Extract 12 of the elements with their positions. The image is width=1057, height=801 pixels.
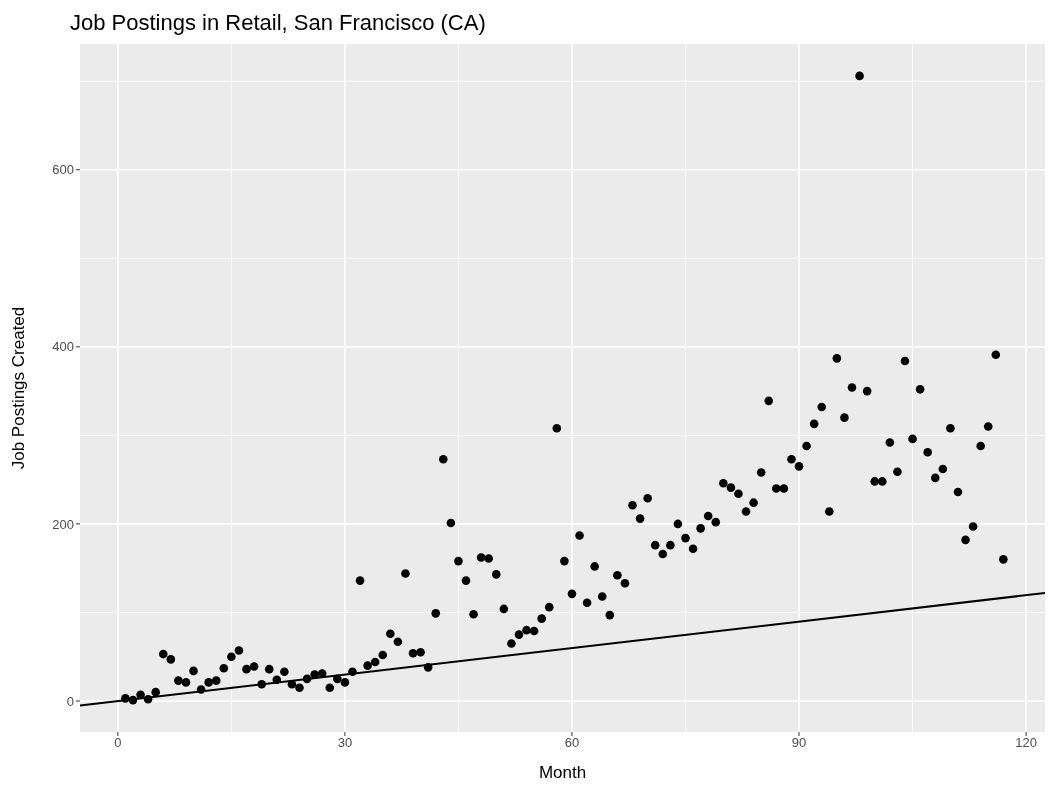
x-tick-label: 120 <box>1015 735 1037 751</box>
x-tick-label: 90 <box>791 735 807 751</box>
y-axis-title: Job Postings Created <box>9 306 29 470</box>
x-tick-label: 60 <box>564 735 580 751</box>
x-axis-title: Month <box>538 763 587 782</box>
y-tick-label: 200 <box>52 516 74 532</box>
x-tick-label: 30 <box>337 735 353 751</box>
y-tick-label: 400 <box>52 339 74 355</box>
x-tick-label: 0 <box>114 735 122 751</box>
chart-title: Job Postings in Retail, San Francisco (CA) <box>69 9 487 37</box>
y-tick-label: 600 <box>52 162 74 178</box>
y-tick-label: 0 <box>66 693 74 709</box>
